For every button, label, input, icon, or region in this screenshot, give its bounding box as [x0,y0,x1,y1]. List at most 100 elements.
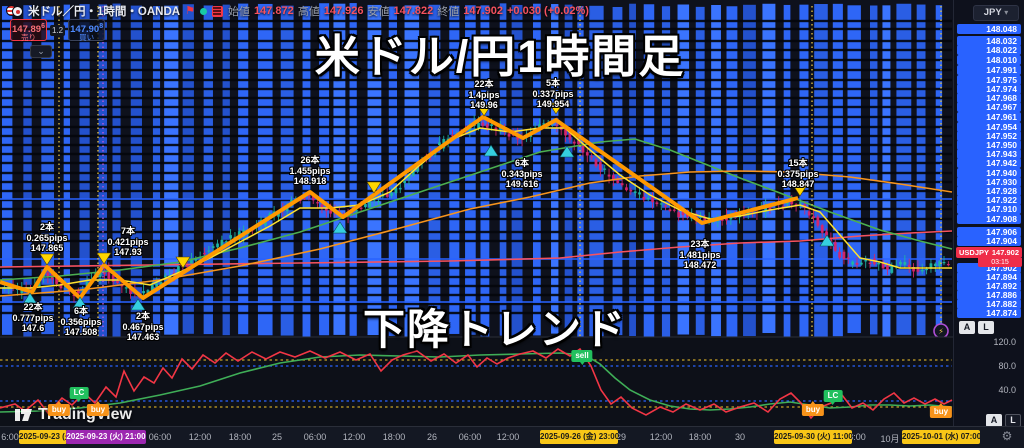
time-axis-label: 30 [734,432,746,442]
trend-label-overlay: 下降トレンド [362,306,628,353]
close-label: 終値 [437,6,460,18]
price-axis-label: 147.940 [957,167,1021,179]
last-price-tag: USDJPY 147.902 03:15 [956,247,1022,267]
open-label: 始値 [227,6,250,18]
ohlc-readout: 始値 147.872 高値 147.926 安値 147.822 終値 147.902 … [228,3,589,19]
time-axis-label: 12:00 [649,432,673,442]
session-date-label: 2025-09-23 (火) [19,430,67,444]
price-axis-label: 147.961 [957,111,1021,123]
settings-gear-icon[interactable]: ⚙ [1001,429,1013,443]
bar-countdown: 03:15 [978,258,1022,267]
change-value: +0.030 (+0.02%) [507,5,589,17]
tradingview-logo-icon [14,406,32,424]
swing-annotation: 22本 1.4pips 149.96 [468,79,500,110]
sell-label: 売り [21,33,36,43]
price-axis-label: 147.950 [957,139,1021,151]
indicator-scale-label: 120.0 [993,337,1016,347]
swing-annotation: 6本 0.356pips 147.508 [60,306,102,337]
price-axis-label: 147.991 [957,64,1021,76]
price-axis-label: 148.032 [957,35,1021,47]
time-axis-label: 06:00 [458,432,482,442]
time-axis-label: 18:00 [228,432,252,442]
lc-signal-tag: LC [823,390,843,405]
price-axis-label: 148.010 [957,54,1021,66]
buy-button[interactable]: 147.908 買い [68,19,106,43]
usdjpy-pair-icon [6,5,23,17]
currency-dropdown[interactable]: JPY ▾ [973,5,1019,21]
price-axis-label: 147.906 [957,226,1021,238]
price-axis-label: 147.952 [957,130,1021,142]
price-axis-label: 147.882 [957,298,1021,310]
flag-icon[interactable]: ⚑ [185,4,195,17]
swing-annotation: 23本 1.481pips 148.472 [679,239,721,270]
swing-annotation: 2本 0.467pips 147.463 [122,311,164,342]
swing-annotation: 2本 0.265pips 147.865 [26,222,68,253]
time-axis-label: 12:00 [342,432,366,442]
price-axis-label: 147.928 [957,185,1021,197]
swing-annotation: 6本 0.343pips 149.616 [501,158,543,189]
last-price-value: 147.902 [991,248,1019,257]
price-axis-label: 148.022 [957,44,1021,56]
price-axis-label: 147.908 [957,213,1021,225]
price-axis-label: 147.930 [957,176,1021,188]
time-axis-label: 18:00 [688,432,712,442]
high-label: 高値 [297,6,320,18]
alert-list-icon[interactable] [211,5,223,17]
market-status-dot-icon [199,7,207,15]
session-date-label: 2025-09-26 (金) 23:00 [540,430,618,444]
trade-panel: 147.896 売り 1.2 147.908 買い [10,19,106,43]
high-value: 147.926 [323,5,364,17]
log-scale-button[interactable]: L [978,321,994,334]
swing-annotation: 7本 0.421pips 147.93 [107,226,149,257]
last-price-symbol: USDJPY [959,248,990,257]
price-axis-label: 147.968 [957,92,1021,104]
time-axis[interactable]: 6:00 06:00 12:00 18:00 25 06:00 12:00 18:00 26 06… [0,426,1024,448]
indicator-scale-label: 40.0 [998,385,1016,395]
time-axis-label: 8:00 [848,432,866,442]
chevron-down-icon: ▾ [1004,8,1009,17]
price-axis-label: 147.892 [957,280,1021,292]
price-axis-label: 147.874 [957,307,1021,319]
symbol-header: 米ドル／円・1時間・OANDA ⚑ 始値 147.872 高値 147.926 安値… [6,3,589,19]
buy-label: 買い [79,33,95,43]
swing-annotation: 22本 0.777pips 147.6 [12,302,54,333]
session-date-label: 2025-10-01 (水) 07:00 [902,430,980,444]
time-axis-label: 12:00 [496,432,520,442]
session-date-label: 2025-09-30 (火) 11:00 [774,430,852,444]
price-axis-label: 147.894 [957,271,1021,283]
time-axis-label: 12:00 [188,432,212,442]
sell-button[interactable]: 147.896 売り [10,19,47,43]
time-axis-label: 26 [426,432,438,442]
buy-signal-tag: buy [86,401,110,416]
time-axis-label: 10月 [880,434,900,444]
price-axis-label: 148.048 [957,23,1021,35]
swing-annotation: 15本 0.375pips 148.847 [777,158,819,189]
price-axis-label: 147.902 [957,262,1021,274]
indicator-scale-label: 80.0 [998,361,1016,371]
buy-signal-tag: buy [47,401,71,416]
time-axis-label: 25 [271,432,283,442]
close-value: 147.902 [463,5,503,17]
indicator-auto-scale-button[interactable]: A [986,414,1002,427]
price-axis-label: 147.904 [957,235,1021,247]
price-axis[interactable]: JPY ▾ 148.048 148.032 148.022 148.010 147.99… [953,0,1024,427]
low-value: 147.822 [393,5,434,17]
price-axis-label: 147.922 [957,194,1021,206]
tradingview-watermark: TradingView [14,406,132,424]
price-axis-label: 147.975 [957,74,1021,86]
svg-text:⚡: ⚡ [938,327,944,336]
price-axis-label: 147.886 [957,289,1021,301]
price-axis-label: 147.954 [957,121,1021,133]
time-axis-label: 06:00 [303,432,327,442]
price-axis-label: 147.974 [957,83,1021,95]
price-axis-label: 147.943 [957,148,1021,160]
session-date-label: 2025-09-23 (火) 21:00 [66,430,146,444]
auto-scale-button[interactable]: A [959,321,975,334]
price-axis-label: 147.910 [957,203,1021,215]
lc-signal-tag: LC [69,387,89,402]
symbol-title[interactable]: 米ドル／円・1時間・OANDA [28,6,181,18]
collapse-trade-panel-button[interactable]: ⌄ [30,45,52,58]
swing-annotation: 26本 1.455pips 148.918 [289,155,331,186]
